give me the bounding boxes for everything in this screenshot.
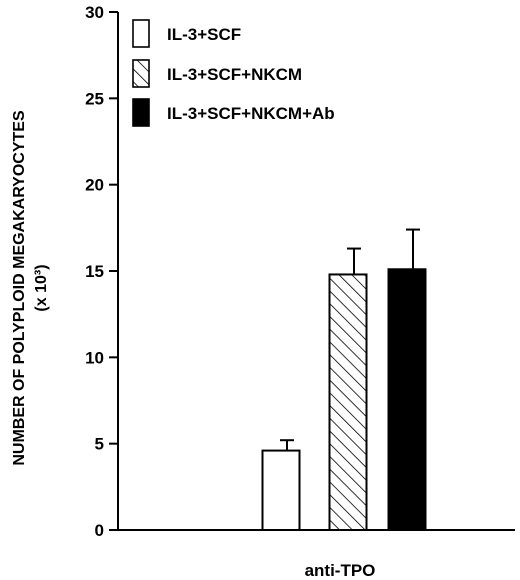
y-ticks: 0 5 10 15 20 25 30: [85, 3, 118, 540]
legend-swatch: [132, 59, 150, 88]
y-tick-label: 20: [85, 176, 104, 195]
legend-label: IL-3+SCF+NKCM: [167, 65, 302, 84]
y-axis-title: NUMBER OF POLYPLOID MEGAKARYOCYTES: [11, 110, 28, 466]
legend-label: IL-3+SCF+NKCM+Ab: [167, 104, 335, 123]
y-tick-label: 25: [85, 89, 104, 108]
legend-swatch: [132, 19, 150, 48]
y-axis-unit: (x 10³): [33, 264, 50, 311]
bar-il-3-scf: [261, 449, 301, 531]
legend: IL-3+SCF IL-3+SCF+NKCM IL-3+SCF+NKCM+Ab: [132, 19, 335, 127]
legend-swatch: [132, 98, 150, 127]
x-category-label: anti-TPO: [305, 561, 376, 580]
bar-il-3-scf-nkcm-ab: [387, 268, 427, 531]
y-tick-label: 15: [85, 262, 104, 281]
legend-label: IL-3+SCF: [167, 25, 241, 44]
y-tick-label: 10: [85, 348, 104, 367]
y-tick-label: 30: [85, 3, 104, 22]
y-tick-label: 5: [95, 435, 104, 454]
bars: [261, 228, 427, 531]
y-tick-label: 0: [95, 521, 104, 540]
bar-il-3-scf-nkcm: [328, 273, 368, 531]
